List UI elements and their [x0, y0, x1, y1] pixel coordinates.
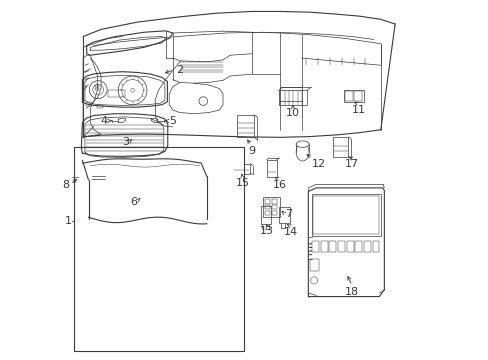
Ellipse shape [296, 141, 308, 147]
Bar [311, 194, 380, 235]
Text: 9: 9 [247, 146, 255, 156]
Bar [353, 91, 361, 101]
Bar [312, 241, 319, 252]
Bar [233, 163, 250, 174]
Bar [263, 197, 279, 217]
Bar [86, 102, 91, 107]
Text: 13: 13 [259, 226, 273, 236]
Bar [313, 196, 379, 234]
Text: 14: 14 [284, 227, 298, 237]
Text: 18: 18 [345, 287, 358, 297]
Bar [329, 241, 336, 252]
Bar [372, 241, 379, 252]
Bar [95, 85, 99, 87]
Bar [309, 259, 318, 271]
Bar [266, 160, 276, 177]
Text: 16: 16 [272, 180, 286, 190]
Text: 8: 8 [62, 180, 69, 190]
Bar [320, 241, 327, 252]
Bar [345, 91, 352, 101]
Text: 6: 6 [130, 197, 137, 207]
Text: 4: 4 [100, 116, 107, 126]
Text: 3: 3 [122, 138, 129, 147]
Bar [260, 206, 271, 224]
Bar [271, 211, 277, 215]
Text: 7: 7 [284, 209, 291, 219]
Text: 12: 12 [311, 159, 325, 169]
Bar [271, 205, 277, 210]
Bar [337, 241, 344, 252]
Text: 10: 10 [285, 108, 299, 118]
Text: 17: 17 [345, 159, 358, 169]
Bar [264, 211, 270, 215]
Text: 2: 2 [176, 64, 183, 75]
Bar [107, 90, 125, 97]
Text: 11: 11 [351, 105, 366, 115]
Bar [78, 172, 92, 182]
Bar [264, 199, 270, 204]
Bar [237, 115, 253, 137]
Text: 1: 1 [65, 216, 72, 226]
Bar [278, 207, 289, 223]
Bar [363, 241, 370, 252]
Bar [278, 90, 306, 105]
Bar [74, 147, 244, 351]
Bar [95, 88, 99, 90]
Text: 5: 5 [169, 116, 176, 126]
Bar [333, 137, 348, 157]
Bar [264, 205, 270, 210]
Text: 15: 15 [235, 178, 249, 188]
Bar [80, 179, 87, 184]
Bar [97, 105, 102, 108]
Bar [355, 241, 362, 252]
Bar [344, 90, 363, 102]
Bar [346, 241, 353, 252]
Bar [271, 199, 277, 204]
